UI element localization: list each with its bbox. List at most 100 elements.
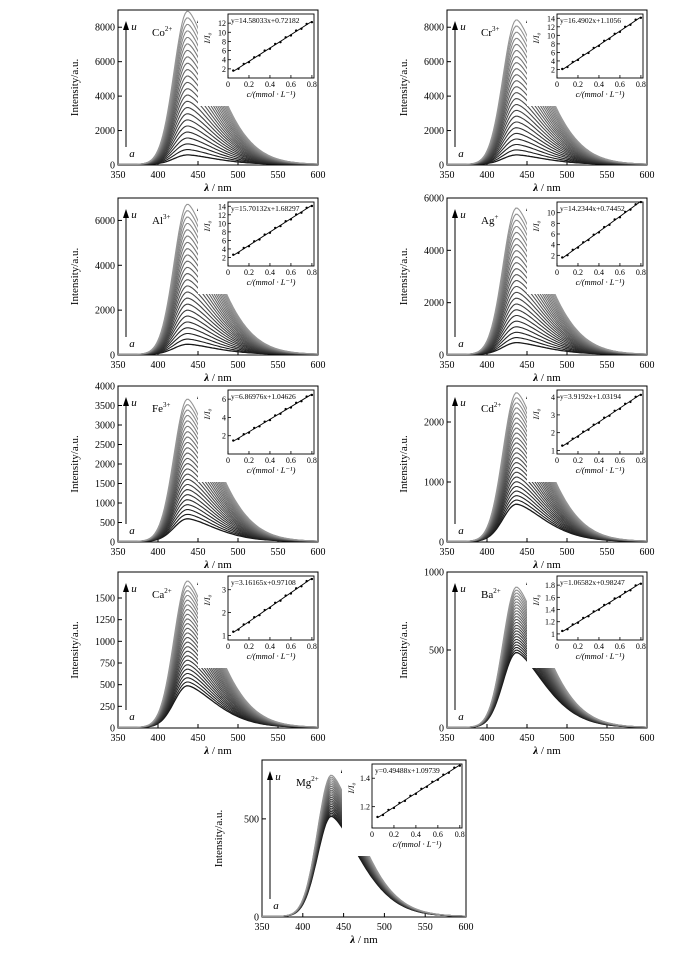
x-tick-label: 350 [111,547,126,558]
data-point [613,32,616,36]
y-tick-label: 0 [439,161,444,172]
fit-equation: y=14.58033x+0.72182 [231,16,300,25]
inset-x-tick-label: 0.2 [573,80,583,89]
x-tick-label: 550 [600,360,615,371]
data-point [392,806,396,810]
inset-x-tick-label: 0.6 [615,642,625,651]
y-tick-label: 4000 [95,382,115,393]
x-tick-label: 550 [271,547,286,558]
y-tick-label: 0 [110,351,115,362]
x-tick-label: 600 [640,733,655,744]
y-axis-label: Intensity/a.u. [398,59,410,117]
x-tick-label: 350 [440,170,455,181]
x-tick-label: 500 [231,360,246,371]
x-tick-label: 500 [560,733,575,744]
data-point [608,223,611,227]
data-point [587,615,590,618]
data-point [592,423,595,426]
inset-x-tick-label: 0.8 [307,80,317,89]
fit-equation: y=15.70132x+1.68297 [231,204,300,213]
ion-charge: 2+ [494,401,502,409]
inset-y-tick-label: 8 [222,37,226,46]
x-axis-symbol: λ [349,934,355,946]
inset-x-tick-label: 0.4 [594,456,604,465]
inset-x-tick-label: 0.4 [265,642,275,651]
ion-charge: 3+ [163,213,171,221]
fit-line [377,764,461,819]
y-axis-label: Intensity/a.u. [213,810,225,868]
data-point [284,594,287,597]
y-tick-label: 4000 [95,261,115,272]
fit-equation: y=0.49488x+1.09739 [375,766,440,775]
data-point [639,582,643,585]
data-point [263,608,266,612]
curve-label-start: a [129,525,135,537]
concentration-arrowhead [452,583,458,592]
y-tick-label: 8000 [424,23,444,34]
inset-x-tick-label: 0 [226,80,230,89]
data-point [571,60,574,64]
data-point [279,412,282,415]
x-axis-unit: / nm [209,559,232,571]
y-tick-label: 500 [100,518,115,529]
x-tick-label: 450 [520,360,535,371]
calibration-inset: 0 0.2 0.4 0.6 0.8 1 1.2 1.4 1.6 1.8 c/(mmol · L⁻¹)… [527,574,646,668]
data-point [289,592,293,595]
data-point [431,780,434,783]
data-point [608,37,611,41]
y-tick-label: 2500 [95,440,115,451]
data-point [602,39,606,43]
x-tick-label: 400 [151,360,166,371]
data-point [268,418,272,422]
data-point [618,216,622,219]
inset-x-label: c/(mmol · L⁻¹) [247,277,296,287]
data-point [582,616,585,620]
inset-x-tick-label: 0.2 [244,456,254,465]
inset-y-tick-label: 1.6 [545,593,555,602]
fit-line [233,393,313,442]
x-axis-unit: / nm [538,745,561,757]
y-tick-label: 0 [110,538,115,549]
x-tick-label: 500 [231,547,246,558]
data-point [618,30,622,34]
ion-symbol: Al [152,215,163,227]
data-point [300,400,303,403]
curve-label-start: a [458,338,464,350]
x-axis-label: λ / nm [532,182,561,194]
ion-label: Ca2+ [152,587,172,601]
data-point [300,585,303,588]
y-tick-label: 1000 [424,478,444,489]
x-axis-unit: / nm [355,934,378,946]
x-tick-label: 400 [151,170,166,181]
data-point [305,22,308,26]
data-point [613,409,616,412]
inset-y-label: I/I₀ [202,594,212,606]
concentration-arrowhead [123,583,129,592]
ion-symbol: Cr [481,27,492,39]
data-point [409,794,412,798]
data-point [634,18,637,21]
data-point [561,444,564,447]
y-tick-label: 250 [100,702,115,713]
data-point [247,431,251,434]
x-tick-label: 400 [295,922,310,933]
inset-y-tick-label: 10 [547,209,555,218]
curve-label-start: a [129,148,135,160]
data-point [576,435,580,438]
inset-x-tick-label: 0.2 [389,830,399,839]
data-point [268,231,272,234]
inset-y-tick-label: 4 [551,241,555,250]
ion-symbol: Cd [481,403,494,415]
x-tick-label: 550 [600,733,615,744]
curve-label-end: u [460,209,466,221]
ion-charge: 2+ [493,587,501,595]
inset-frame [371,763,463,829]
data-point [608,602,611,605]
ion-symbol: Ag [481,215,495,227]
inset-frame [556,389,644,455]
y-tick-label: 6000 [424,57,444,68]
inset-y-tick-label: 3 [222,586,226,595]
y-tick-label: 1500 [95,479,115,490]
